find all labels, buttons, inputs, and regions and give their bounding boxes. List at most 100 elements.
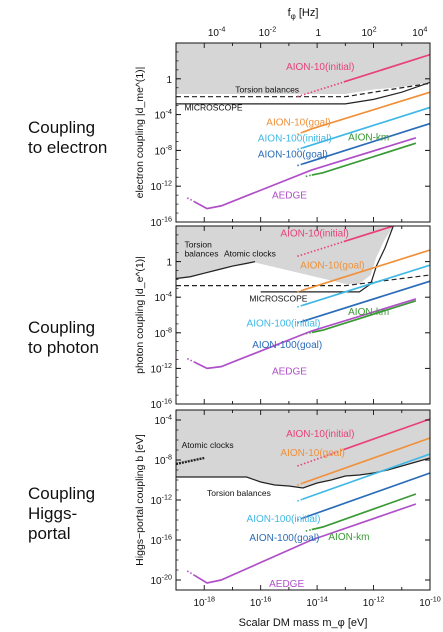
y-tick-label: 10-8 — [154, 453, 172, 468]
series-dotted-aion-100-goal — [297, 320, 303, 324]
top-tick-label: 1 — [315, 28, 321, 39]
y-tick-label: 10-4 — [154, 413, 172, 428]
excluded-region — [176, 43, 430, 95]
x-tick-label: 10-18 — [193, 595, 215, 610]
series-dotted-aedge — [186, 357, 195, 363]
y-tick-label: 10-16 — [150, 215, 172, 230]
series-label-aedge: AEDGE — [272, 367, 307, 378]
series-line-aedge — [193, 298, 417, 370]
top-axis: 10-4 10-2 1 102 104 fφ [Hz] — [208, 7, 428, 39]
excluded-region — [176, 410, 430, 488]
series-dotted-aion-10-initial — [297, 81, 345, 98]
series-label-aion-100-goal: AION-100(goal) — [252, 340, 322, 351]
series-label-aion-100-initial: AION-100(initial) — [247, 514, 321, 525]
plot-area-electron — [176, 43, 430, 210]
series-dotted-aion-100-goal — [297, 517, 303, 521]
series-line-aion-km — [311, 299, 417, 334]
y-tick-label: 10-20 — [150, 573, 172, 588]
row-label-electron: Coupling to electron — [28, 118, 108, 157]
series-label-aion-km: AION-km — [328, 532, 369, 543]
x-axis-label: Scalar DM mass m_φ [eV] — [239, 617, 368, 629]
bound-label-torsion-balances: Torsion balances — [235, 85, 299, 95]
series-label-aion-km: AION-km — [348, 307, 389, 318]
y-tick-label: 10-8 — [154, 325, 172, 340]
bound-label-atomic-clocks: Atomic clocks — [182, 440, 234, 450]
y-axis-label: photon coupling |d_e^(1)| — [134, 256, 146, 374]
x-tick-label: 10-14 — [306, 595, 328, 610]
series-line-aion-10-initial — [343, 53, 430, 83]
bound-torsion-balances — [176, 82, 430, 98]
series-line-aion-km — [311, 493, 417, 531]
series-dotted-aion-10-initial — [297, 448, 345, 467]
y-tick-label: 10-4 — [154, 290, 172, 305]
series-line-aion-100-goal — [302, 280, 430, 323]
y-tick-label: 10-12 — [150, 493, 172, 508]
y-axis-label: Higgs−portal coupling b [eV] — [134, 434, 146, 566]
series-label-aedge: AEDGE — [269, 579, 304, 590]
bound-label-torsion-balances: Torsion balances — [184, 239, 218, 258]
series-line-aion-100-initial — [302, 106, 430, 149]
bound-torsion-balances — [176, 457, 430, 489]
series-label-aion-km: AION-km — [348, 133, 389, 144]
top-tick-label: 102 — [361, 25, 376, 40]
top-tick-label: 10-2 — [259, 25, 277, 40]
bound-atomic-clocks — [176, 456, 205, 466]
top-tick-label: 104 — [412, 25, 427, 40]
bound-microscope — [176, 81, 430, 105]
bound-label-microscope: MICROSCOPE — [184, 103, 242, 113]
series-label-aion-100-goal: AION-100(goal) — [249, 533, 319, 544]
series-label-aion-10-goal: AION-10(goal) — [300, 261, 364, 272]
series-dotted-aion-100-goal — [297, 163, 303, 167]
y-tick-label: 10-16 — [150, 397, 172, 412]
series-line-aion-10-initial — [343, 418, 430, 451]
series-dotted-aedge — [186, 570, 195, 576]
bound-label-torsion-balances: Torsion balances — [207, 488, 271, 498]
series-line-aedge — [193, 137, 417, 210]
row-label-higgs: Coupling Higgs- portal — [28, 484, 96, 543]
series-line-aion-100-goal — [302, 122, 430, 165]
series-line-aion-km — [311, 142, 417, 176]
y-axis-label: electron coupling |d_me^(1)| — [134, 67, 146, 199]
series-dotted-aion-100-initial — [297, 147, 303, 151]
panel-higgs: 10-4 10-8 10-12 10-16 10-20 Higgs−portal coup… — [134, 409, 441, 629]
series-line-aion-10-goal — [302, 249, 430, 292]
y-tick-label: 10-12 — [150, 179, 172, 194]
row-label-photon: Coupling to photon — [28, 318, 99, 357]
series-line-aion-100-goal — [302, 472, 430, 520]
series-line-aion-10-goal — [302, 437, 430, 485]
bound-label-atomic-clocks: Atomic clocks — [224, 248, 276, 258]
plot-area-photon — [176, 226, 430, 370]
series-dotted-aion-km — [305, 174, 312, 178]
plot-area-higgs — [176, 410, 430, 584]
series-label-aion-10-goal: AION-10(goal) — [266, 117, 330, 128]
series-dotted-aion-10-goal — [297, 131, 303, 136]
top-axis-label: fφ [Hz] — [288, 7, 319, 21]
x-tick-label: 10-12 — [363, 595, 385, 610]
top-tick-label: 10-4 — [208, 25, 226, 40]
series-dotted-aion-10-goal — [297, 482, 303, 486]
series-dotted-aion-10-initial — [297, 240, 345, 258]
series-dotted-aion-km — [305, 528, 312, 532]
series-dotted-aion-10-goal — [297, 289, 303, 293]
series-dotted-aion-100-initial — [297, 498, 303, 502]
series-label-aion-100-initial: AION-100(initial) — [247, 319, 321, 330]
series-line-aion-10-goal — [301, 91, 430, 134]
y-tick-label: 10-16 — [150, 533, 172, 548]
series-label-aion-10-initial: AION-10(initial) — [286, 62, 354, 73]
y-tick-label: 10-12 — [150, 361, 172, 376]
panel-electron: 1 10-4 10-8 10-12 10-16 electron coupling |d_… — [134, 42, 431, 230]
series-label-aion-100-goal: AION-100(goal) — [258, 150, 328, 161]
x-tick-label: 10-10 — [419, 595, 441, 610]
series-label-aedge: AEDGE — [272, 191, 307, 202]
series-label-aion-10-initial: AION-10(initial) — [286, 429, 354, 440]
series-line-aion-100-initial — [302, 453, 430, 501]
series-line-aion-10-initial — [343, 226, 397, 243]
panel-photon: 1 10-4 10-8 10-12 10-16 photon coupling |d_e^… — [134, 225, 431, 412]
y-tick-label: 10-4 — [154, 107, 172, 122]
x-tick-label: 10-16 — [250, 595, 272, 610]
series-label-aion-10-initial: AION-10(initial) — [280, 229, 348, 240]
y-tick-label: 1 — [166, 75, 172, 86]
series-line-aedge — [193, 503, 417, 584]
series-label-aion-10-goal: AION-10(goal) — [280, 448, 344, 459]
